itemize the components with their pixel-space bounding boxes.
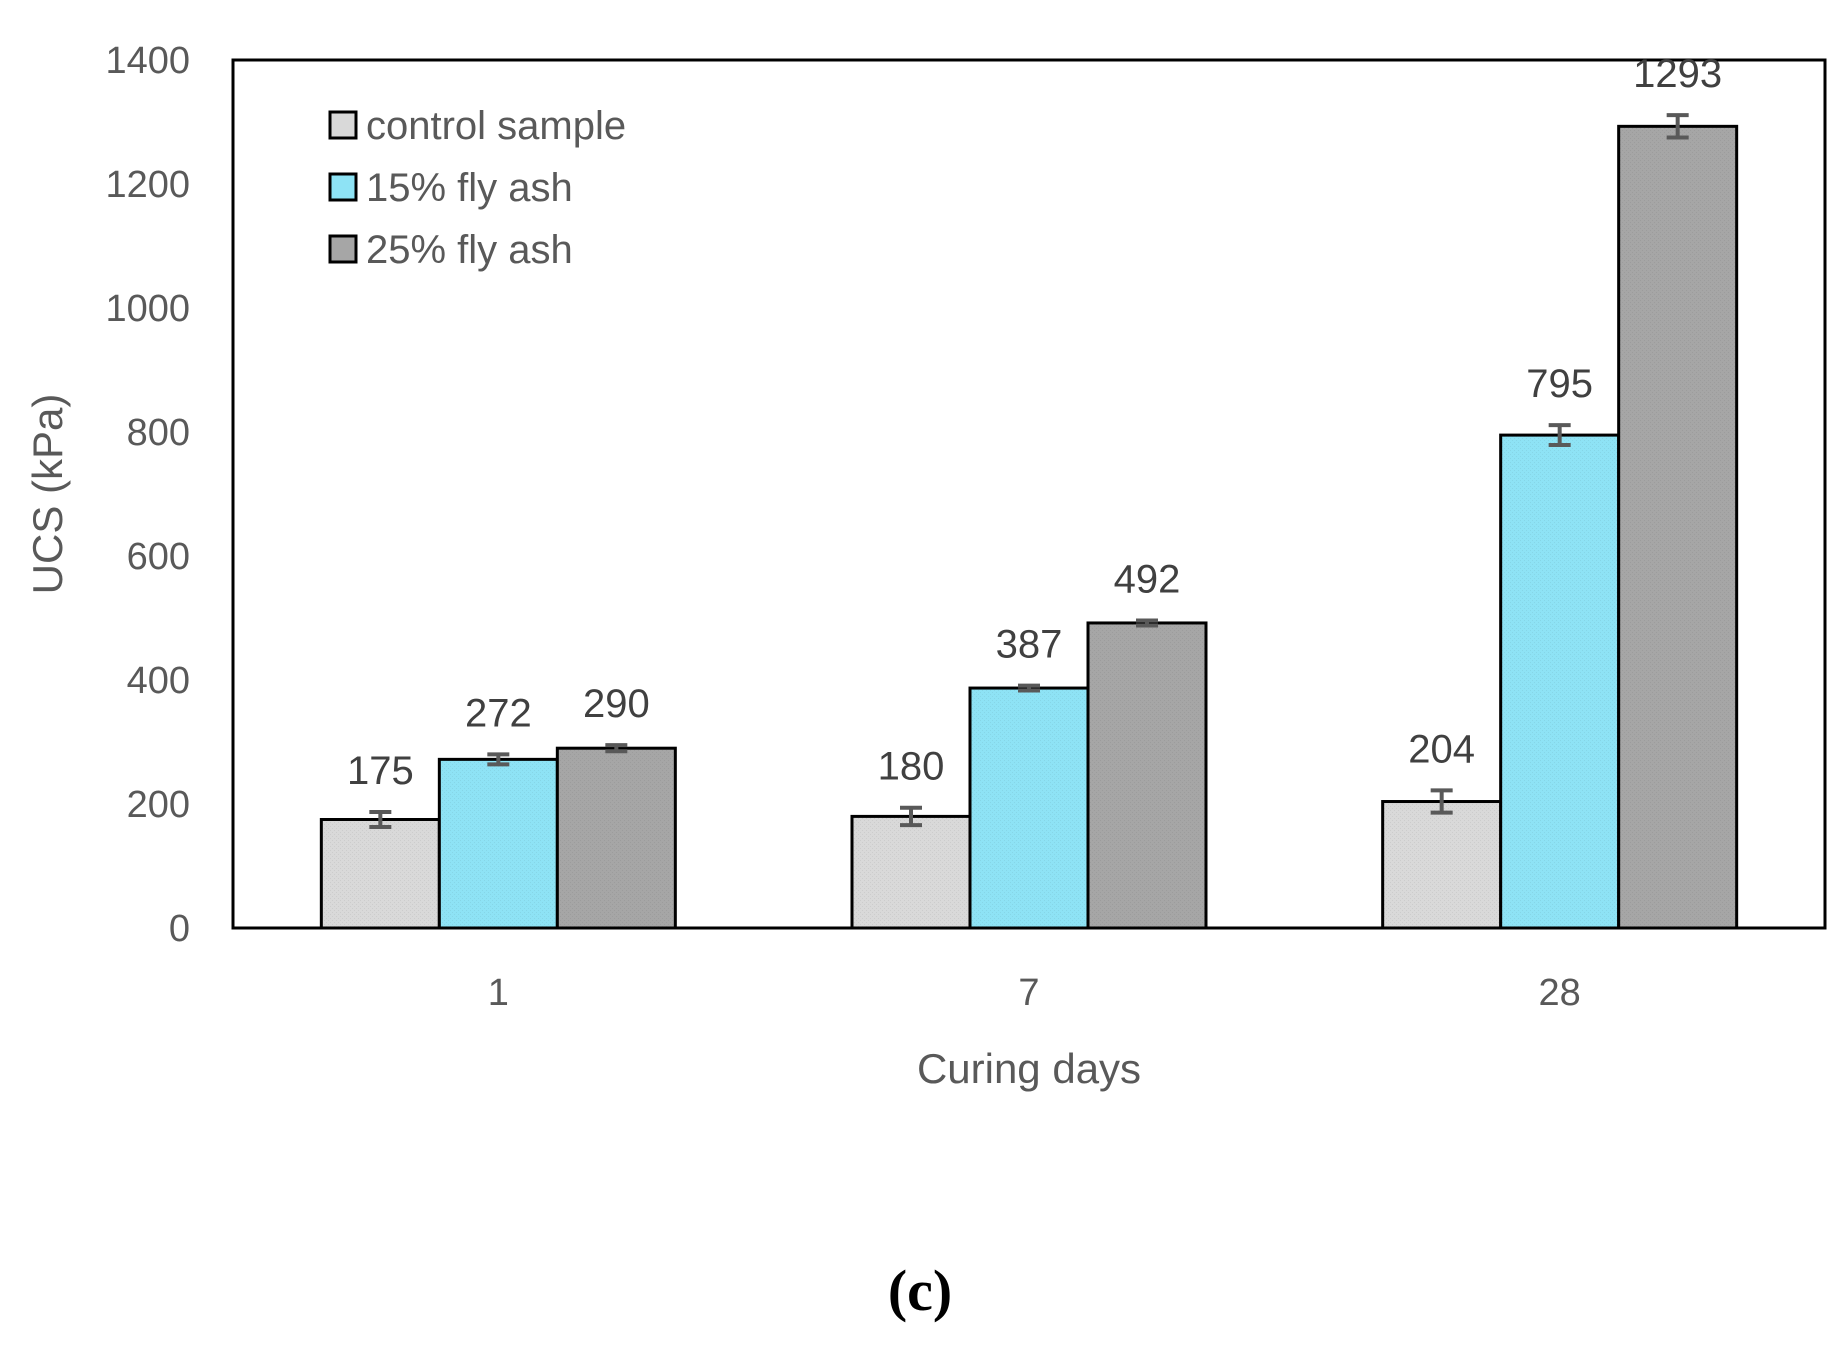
- axes-layer: 0 200 400 600 800 1000 1200 1400 1 7 28 Curing days…: [24, 40, 1581, 1092]
- bar-texture: [557, 748, 676, 928]
- legend-swatch: [328, 172, 358, 202]
- data-label: 272: [465, 691, 532, 735]
- y-tick-label: 800: [127, 412, 190, 454]
- bar-texture: [852, 816, 970, 928]
- bar-texture: [970, 688, 1088, 928]
- data-label: 795: [1526, 362, 1593, 406]
- data-label: 180: [878, 745, 945, 789]
- data-label: 387: [996, 623, 1063, 667]
- x-axis-title: Curing days: [917, 1045, 1141, 1092]
- data-label: 290: [583, 682, 650, 726]
- y-tick-label: 1000: [105, 288, 190, 330]
- panel-label: (c): [888, 1258, 952, 1323]
- data-label: 175: [347, 749, 414, 793]
- bar-texture: [1618, 126, 1737, 929]
- y-tick-label: 1200: [105, 164, 190, 206]
- error-bars-layer: [369, 113, 1689, 829]
- bar-texture: [439, 759, 558, 928]
- x-tick-label: 1: [488, 972, 509, 1014]
- y-tick-label: 0: [169, 908, 190, 950]
- bar-texture: [321, 819, 440, 928]
- data-label: 492: [1114, 557, 1181, 601]
- bar-texture: [1500, 435, 1619, 928]
- y-tick-label: 400: [127, 660, 190, 702]
- bar-texture: [1382, 801, 1501, 928]
- y-tick-label: 600: [127, 536, 190, 578]
- legend-label: 15% fly ash: [366, 166, 573, 210]
- y-tick-label: 1400: [105, 40, 190, 82]
- y-tick-label: 200: [127, 784, 190, 826]
- data-labels-layer: 175 272 290 180 387 492 204 795 1293: [347, 52, 1722, 793]
- x-tick-label: 28: [1539, 972, 1581, 1014]
- bar-texture: [1088, 622, 1206, 928]
- legend-label: control sample: [366, 104, 626, 148]
- legend-label: 25% fly ash: [366, 228, 573, 272]
- legend-swatch: [328, 110, 358, 140]
- data-label: 204: [1408, 727, 1475, 771]
- legend-swatch: [328, 234, 358, 264]
- legend: control sample 15% fly ash 25% fly ash: [328, 104, 626, 272]
- x-tick-label: 7: [1018, 972, 1039, 1014]
- data-label: 1293: [1633, 52, 1722, 96]
- y-axis-title: UCS (kPa): [24, 394, 71, 595]
